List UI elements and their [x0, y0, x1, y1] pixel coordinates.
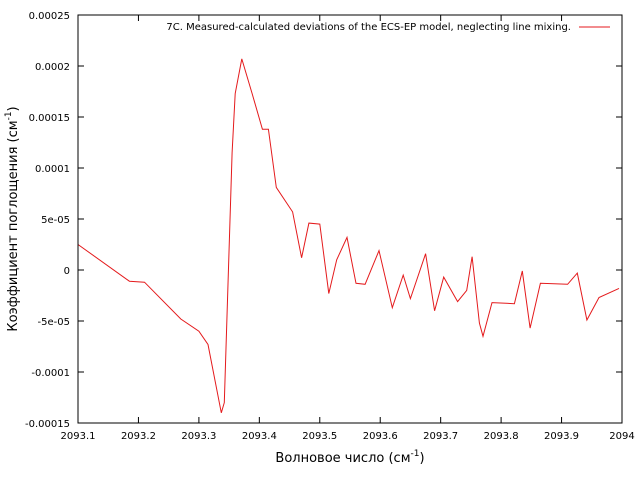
- x-tick-label: 2093.2: [121, 431, 156, 442]
- y-tick-label: 0.00015: [29, 113, 70, 124]
- series-line: [77, 58, 620, 413]
- y-axis-label: Коэффициент поглощения (см-1): [4, 106, 21, 331]
- x-tick-label: 2093.7: [423, 431, 458, 442]
- legend-label: 7C. Measured-calculated deviations of th…: [166, 22, 571, 33]
- x-tick-label: 2093.9: [544, 431, 579, 442]
- y-tick-label: 0.0002: [35, 62, 70, 73]
- y-tick-label: -0.0001: [31, 368, 70, 379]
- x-tick-label: 2093.4: [242, 431, 277, 442]
- x-tick-label: 2093.3: [181, 431, 216, 442]
- plot-frame: [77, 14, 623, 424]
- series-layer: [77, 58, 620, 413]
- x-tick-label: 2093.1: [61, 431, 96, 442]
- y-tick-label: 0: [64, 266, 70, 277]
- x-axis-label: Волновое число (см-1): [275, 449, 424, 466]
- x-tick-label: 2093.6: [363, 431, 398, 442]
- legend: 7C. Measured-calculated deviations of th…: [166, 22, 610, 33]
- y-tick-label: 0.0001: [35, 164, 70, 175]
- x-tick-label: 2093.5: [302, 431, 337, 442]
- x-tick-label: 2094: [609, 431, 634, 442]
- y-tick-label: -5e-05: [38, 317, 70, 328]
- y-tick-label: 5e-05: [41, 215, 70, 226]
- x-tick-label: 2093.8: [484, 431, 519, 442]
- y-tick-label: -0.00015: [25, 419, 70, 430]
- y-tick-label: 0.00025: [29, 11, 70, 22]
